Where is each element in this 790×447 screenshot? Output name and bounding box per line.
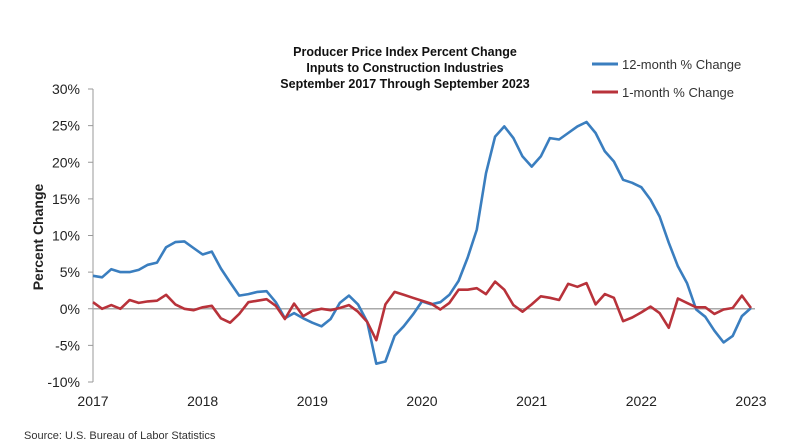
x-tick-label: 2019 bbox=[297, 393, 328, 409]
x-tick-label: 2021 bbox=[516, 393, 547, 409]
legend-label-1-month: 1-month % Change bbox=[622, 85, 734, 100]
y-tick-label: -10% bbox=[47, 374, 80, 390]
source-note: Source: U.S. Bureau of Labor Statistics bbox=[24, 430, 216, 442]
title-line-3: September 2017 Through September 2023 bbox=[280, 77, 529, 91]
x-tick-label: 2017 bbox=[77, 393, 108, 409]
x-tick-label: 2018 bbox=[187, 393, 218, 409]
legend-label-12-month: 12-month % Change bbox=[622, 57, 741, 72]
x-tick-label: 2023 bbox=[735, 393, 766, 409]
y-tick-label: 5% bbox=[60, 264, 80, 280]
legend: 12-month % Change 1-month % Change bbox=[592, 57, 741, 100]
y-tick-label: 20% bbox=[52, 154, 80, 170]
y-tick-label: -5% bbox=[55, 337, 80, 353]
chart-title: Producer Price Index Percent Change Inpu… bbox=[280, 45, 529, 91]
title-line-2: Inputs to Construction Industries bbox=[306, 61, 503, 75]
x-tick-label: 2020 bbox=[406, 393, 437, 409]
x-tick-label: 2022 bbox=[626, 393, 657, 409]
series-1-month-line bbox=[92, 280, 753, 342]
y-tick-label: 25% bbox=[52, 118, 80, 134]
y-tick-label: 10% bbox=[52, 228, 80, 244]
y-tick-label: 30% bbox=[52, 81, 80, 97]
y-tick-label: 15% bbox=[52, 191, 80, 207]
series-12-month-line bbox=[92, 120, 752, 366]
y-tick-label: 0% bbox=[60, 301, 80, 317]
y-axis-label: Percent Change bbox=[30, 183, 46, 290]
title-line-1: Producer Price Index Percent Change bbox=[293, 45, 517, 59]
